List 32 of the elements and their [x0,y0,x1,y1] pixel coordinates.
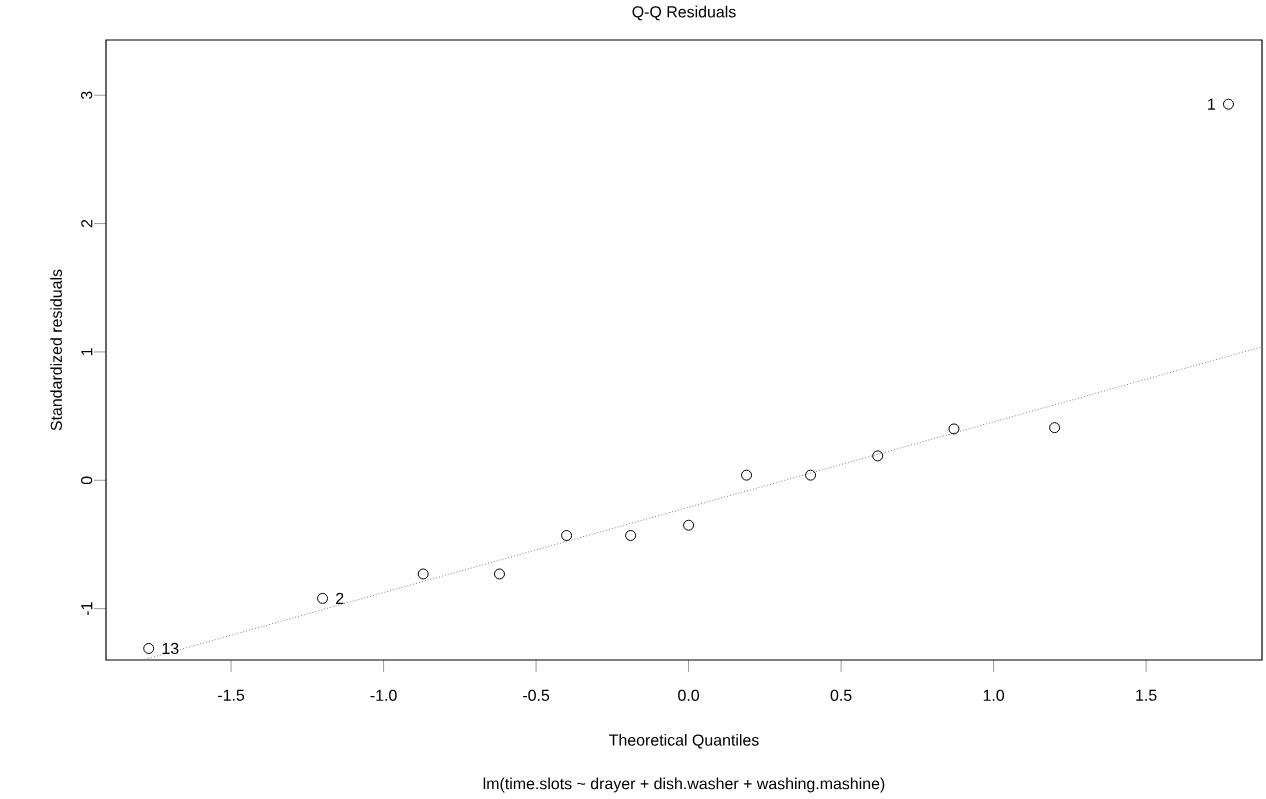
x-tick-label: 1.5 [1136,689,1157,701]
y-tick-label: 2 [81,219,93,228]
annotation: 1 [1208,98,1215,110]
point [417,568,429,580]
point [872,450,884,462]
point [683,519,695,531]
chart-title: Q-Q Residuals [632,5,736,21]
x-axis-title: Theoretical Quantiles [609,734,759,749]
point [741,469,753,481]
point [493,568,505,580]
point [143,642,155,654]
y-tick-label: 3 [81,91,93,100]
y-tick-label: 0 [81,476,93,485]
point [1222,98,1234,110]
x-tick-label: 1.0 [983,689,1005,701]
x-tick-label: -1.5 [218,689,245,701]
point [1049,422,1061,434]
point [948,423,960,435]
annotation: 13 [162,642,179,655]
x-tick-label: -0.5 [523,689,550,701]
annotation: 2 [336,592,344,604]
point [317,592,329,604]
text: lm(time.slots ~ drayer + dish.washer + washing.mashine) [483,777,885,793]
x-tick-label: 0.5 [830,689,852,701]
y-axis-title: Standardized residuals [50,269,62,431]
x-tick-label: 0.0 [678,689,700,701]
point [561,529,573,541]
y-tick-label: -1 [81,602,93,616]
point [805,469,817,481]
point [625,529,637,541]
y-tick-label: 1 [81,348,93,356]
x-tick-label: -1.0 [370,689,397,701]
